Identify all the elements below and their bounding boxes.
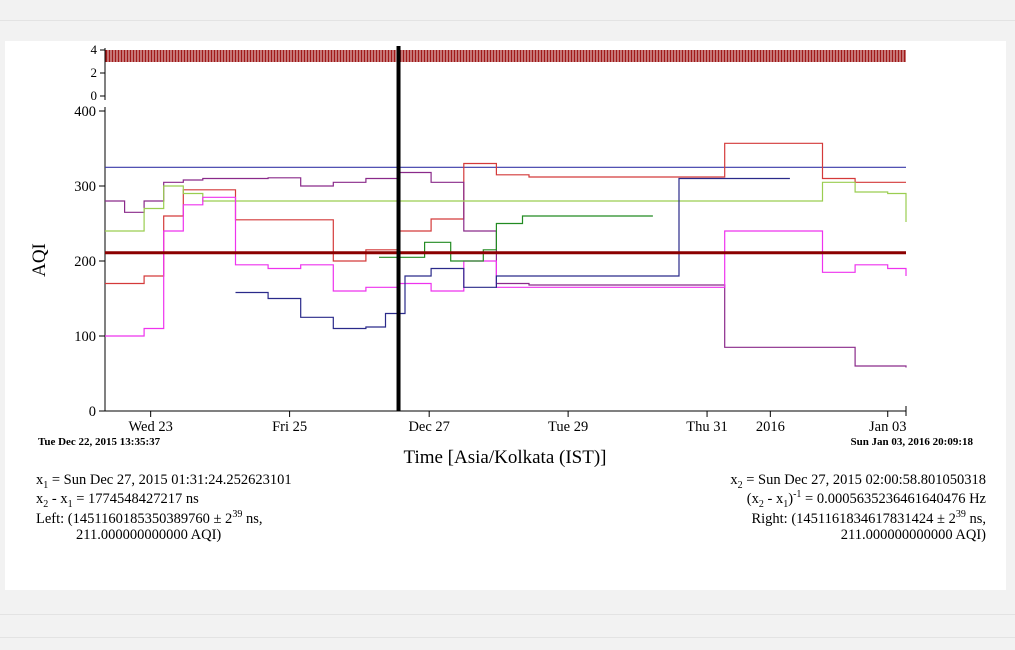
x-tick-label: Jan 03 — [869, 419, 906, 435]
chart-panel — [5, 41, 1006, 590]
x-range-end-label: Sun Jan 03, 2016 20:09:18 — [850, 436, 973, 448]
readout-diff: x2 - x1 = 1774548427217 ns — [36, 491, 199, 510]
series-line-3 — [105, 171, 907, 368]
y-tick-label: 100 — [74, 329, 96, 345]
upper-y-tick-label: 2 — [91, 65, 98, 80]
x-tick-label: Thu 31 — [686, 419, 727, 435]
aqi-time-series-chart[interactable]: 0 2 4 0 100 200 300 400 Wed 23 Fri 25 Dec 27 Tue 29… — [0, 0, 1015, 600]
readout-x1: x1 = Sun Dec 27, 2015 01:31:24.252623101 — [36, 472, 292, 491]
readout-right: Right: (1451161834617831424 ± 239 ns, — [751, 509, 986, 527]
bottom-toolbar-band — [0, 614, 1015, 638]
x-tick-label: Tue 29 — [548, 419, 588, 435]
x-axis-title: Time [Asia/Kolkata (IST)] — [404, 447, 607, 468]
x-tick-label: 2016 — [756, 419, 785, 435]
readout-left: Left: (1451160185350389760 ± 239 ns, — [36, 509, 263, 527]
series-group — [105, 142, 907, 368]
top-toolbar-band — [0, 0, 1015, 21]
x-tick-label: Fri 25 — [272, 419, 307, 435]
upper-y-tick-label: 0 — [91, 88, 98, 103]
upper-y-tick-label: 4 — [91, 42, 98, 57]
axes — [99, 48, 907, 417]
series-line-4 — [105, 181, 907, 232]
readout-right-aqi: 211.000000000000 AQI) — [840, 527, 986, 543]
readout-left-aqi: 211.000000000000 AQI) — [76, 527, 222, 543]
y-tick-label: 200 — [74, 254, 96, 270]
series-line-2 — [105, 142, 906, 285]
y-axis-title: AQI — [29, 243, 50, 277]
axis-labels: 0 2 4 0 100 200 300 400 Wed 23 Fri 25 Dec 27 Tue 29… — [29, 42, 974, 468]
series-line-6 — [379, 215, 653, 262]
readout-x2: x2 = Sun Dec 27, 2015 02:00:58.801050318 — [730, 472, 986, 491]
series-line-5 — [105, 196, 907, 337]
event-ribbon-band — [105, 50, 906, 62]
series-line-7 — [235, 177, 790, 330]
markers[interactable] — [105, 46, 906, 411]
y-tick-label: 400 — [74, 104, 96, 120]
x-tick-label: Wed 23 — [128, 419, 172, 435]
readout-frequency: (x2 - x1)-1 = 0.0005635236461640476 Hz — [746, 489, 986, 510]
x-tick-label: Dec 27 — [408, 419, 449, 435]
x-range-start-label: Tue Dec 22, 2015 13:35:37 — [38, 436, 161, 448]
event-ribbon — [104, 50, 907, 62]
y-tick-label: 0 — [89, 404, 96, 420]
y-tick-label: 300 — [74, 179, 96, 195]
